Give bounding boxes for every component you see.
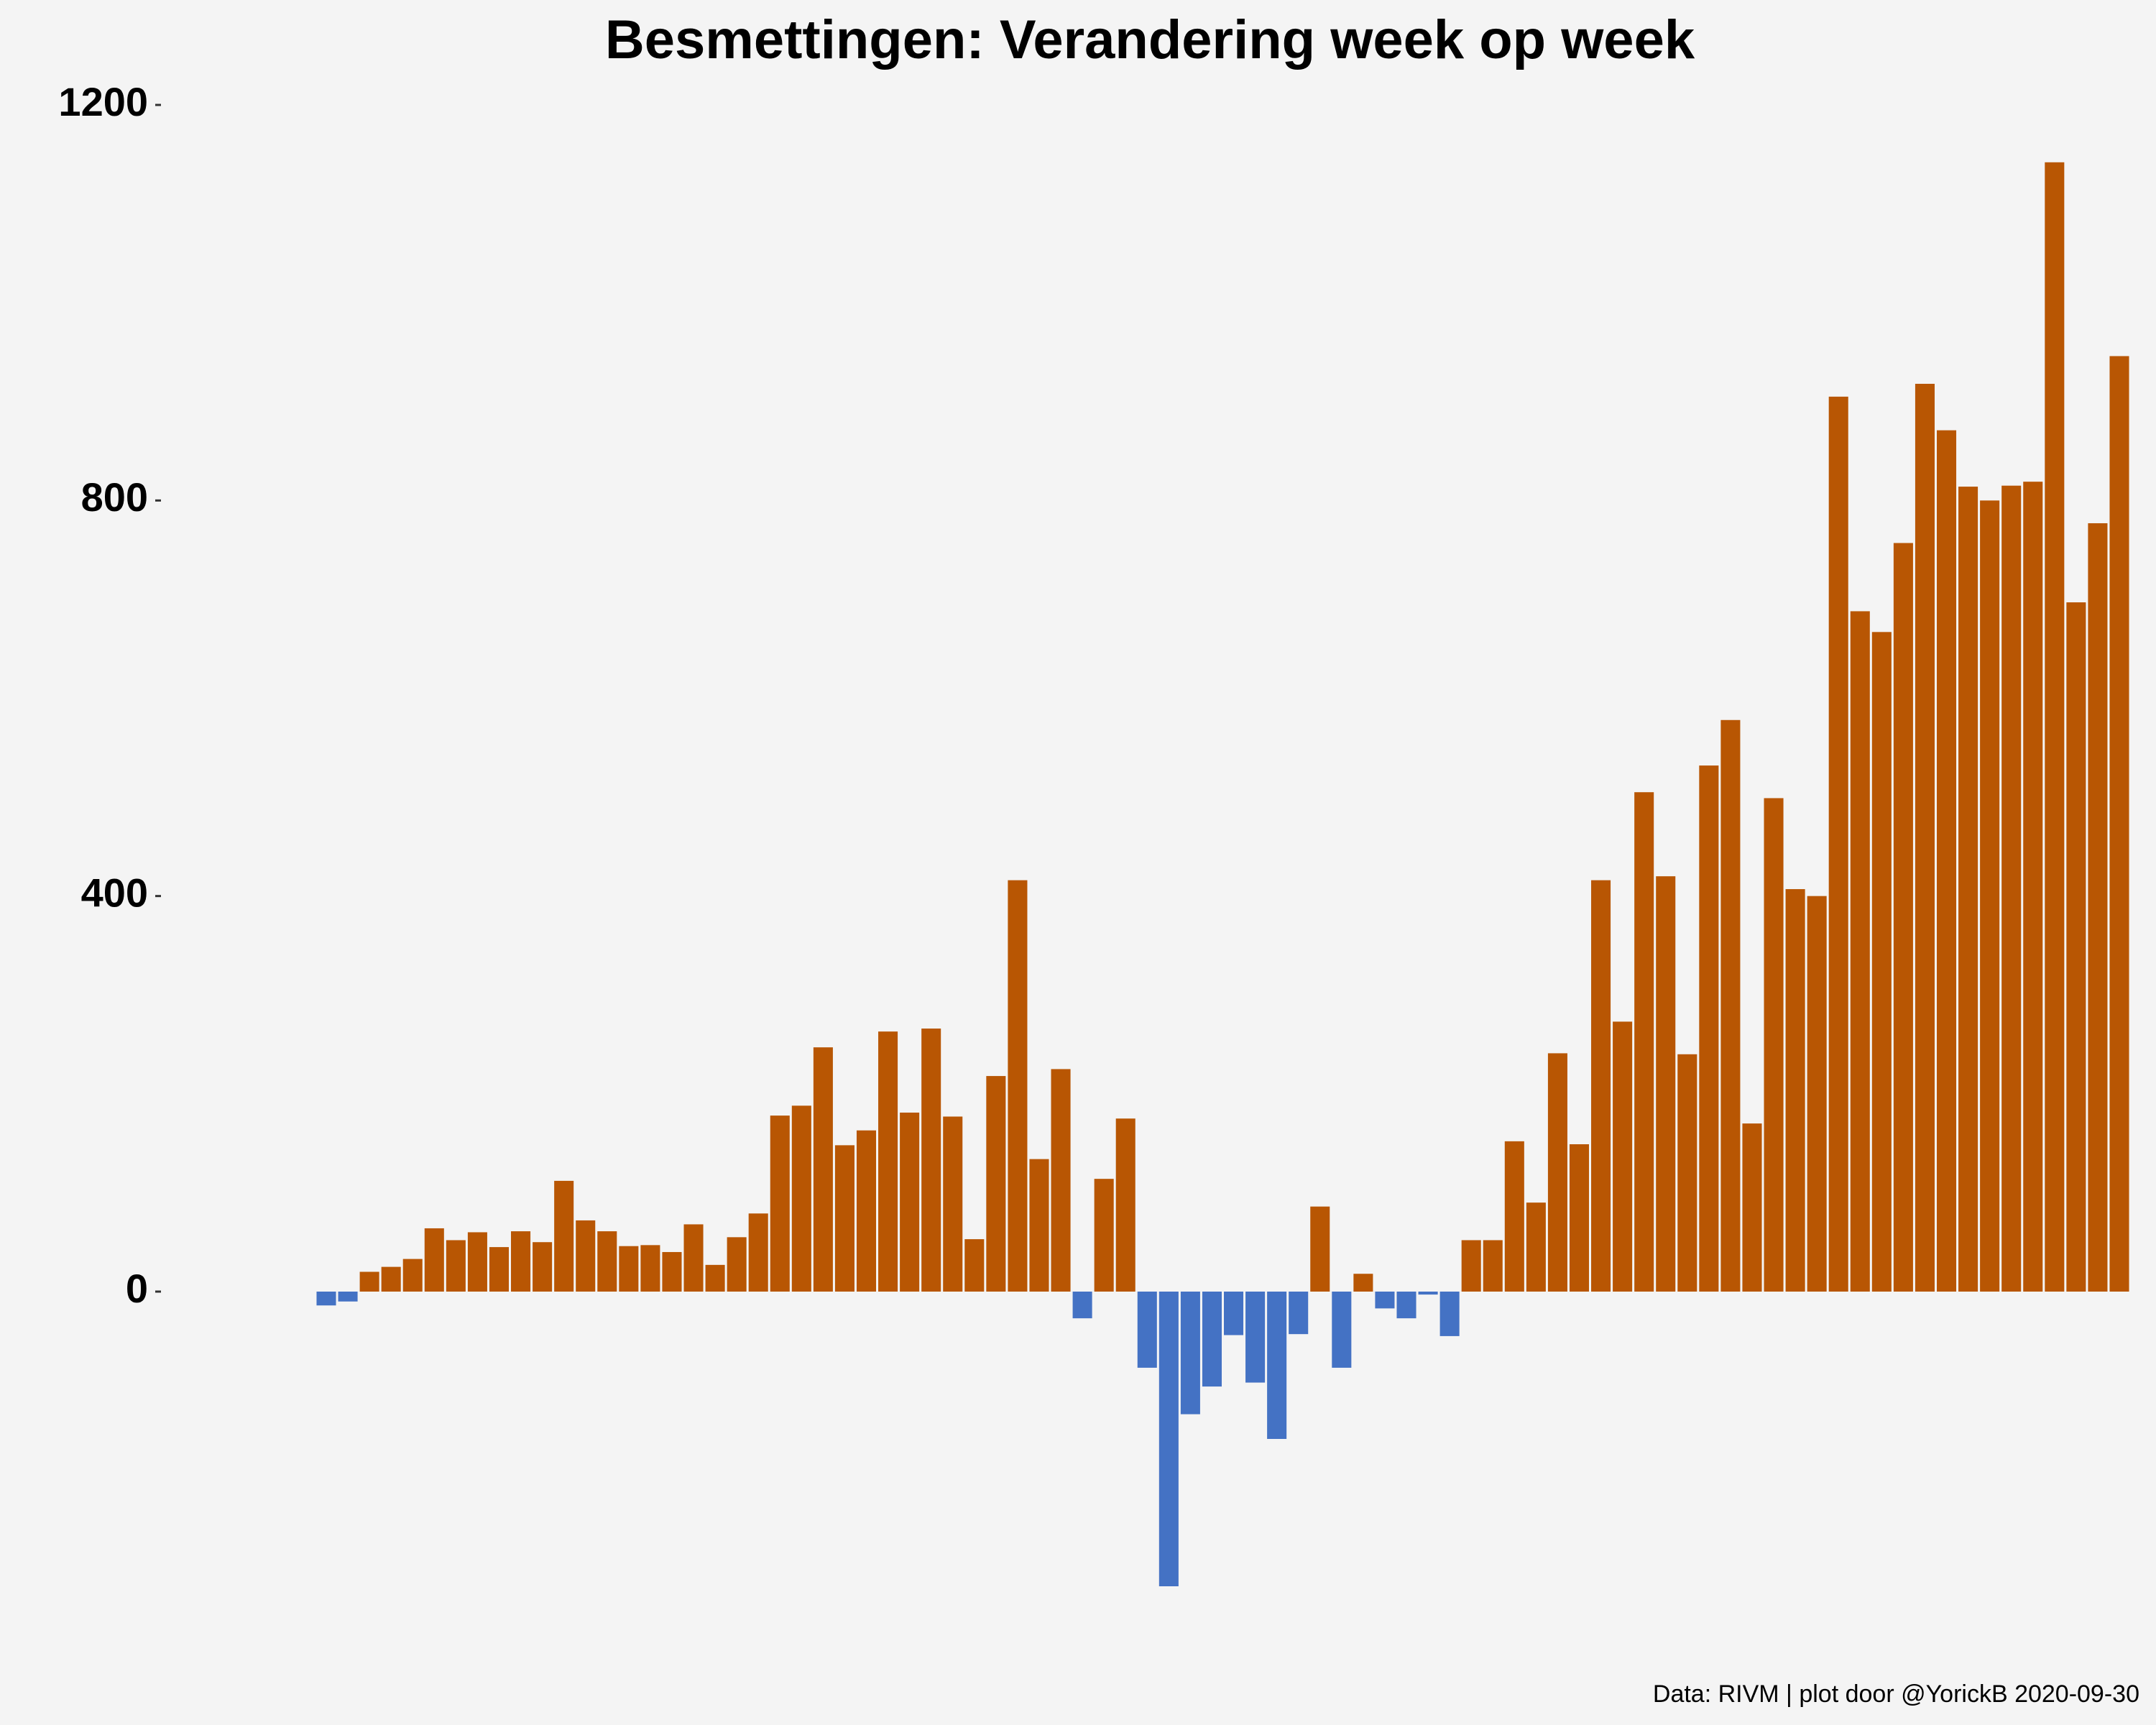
bar: [1613, 1021, 1633, 1292]
bar: [1980, 500, 2000, 1292]
bar: [1180, 1292, 1200, 1414]
bar: [338, 1292, 358, 1302]
bar: [1483, 1240, 1503, 1292]
bar: [2066, 602, 2086, 1292]
chart-title: Besmettingen: Verandering week op week: [604, 9, 1695, 70]
bar: [1764, 798, 1784, 1292]
bar: [402, 1259, 423, 1292]
bar: [1871, 632, 1892, 1292]
bar: [748, 1213, 768, 1292]
bar: [640, 1245, 660, 1292]
bar: [856, 1130, 877, 1292]
bar: [446, 1240, 466, 1292]
bar: [1202, 1292, 1222, 1387]
bar: [2001, 485, 2022, 1292]
bar: [1591, 880, 1611, 1292]
bar: [1936, 430, 1957, 1292]
bar: [1677, 1054, 1697, 1292]
bar: [424, 1228, 444, 1292]
bar: [1375, 1292, 1395, 1309]
bar: [1094, 1179, 1114, 1292]
bar: [1137, 1292, 1157, 1368]
bar: [1569, 1144, 1590, 1292]
bar: [878, 1031, 898, 1292]
bar: [467, 1232, 487, 1292]
bar: [359, 1271, 379, 1292]
bar: [1958, 487, 1978, 1292]
bar: [511, 1231, 531, 1292]
y-tick-label: 400: [81, 870, 148, 915]
bar: [1267, 1292, 1287, 1439]
bar: [1461, 1240, 1481, 1292]
bar: [1915, 383, 1935, 1292]
bar: [597, 1231, 617, 1292]
y-tick-label: 1200: [58, 79, 148, 124]
bar: [1720, 719, 1741, 1292]
bar: [1699, 765, 1719, 1292]
bar: [705, 1264, 725, 1292]
bar: [964, 1239, 985, 1292]
bar: [1785, 889, 1805, 1292]
bar: [1245, 1292, 1266, 1383]
bar: [921, 1029, 941, 1292]
bar: [2088, 523, 2108, 1292]
bar: [381, 1266, 401, 1292]
bar: [2045, 162, 2065, 1292]
bar: [1158, 1292, 1179, 1586]
bar: [683, 1224, 704, 1292]
bar: [1051, 1069, 1071, 1292]
bar: [986, 1076, 1006, 1292]
y-axis: 0 400 800 1200: [58, 79, 161, 1311]
y-tick-label: 0: [126, 1266, 148, 1311]
bar: [1289, 1292, 1309, 1335]
bar: [1224, 1292, 1244, 1335]
bar: [813, 1047, 833, 1292]
bar: [1439, 1292, 1460, 1336]
bar: [1115, 1118, 1135, 1292]
bar: [1332, 1292, 1352, 1368]
bar: [770, 1116, 790, 1292]
bar: [900, 1112, 920, 1292]
bars: [316, 162, 2129, 1586]
bar: [1310, 1206, 1330, 1292]
bar: [1029, 1159, 1049, 1292]
chart-caption: Data: RIVM | plot door @YorickB 2020-09-…: [1652, 1680, 2139, 1708]
bar: [1418, 1292, 1438, 1295]
bar: [489, 1247, 509, 1292]
bar: [1807, 896, 1827, 1292]
bar: [727, 1237, 747, 1292]
bar: [662, 1251, 682, 1292]
bar: [1504, 1141, 1524, 1292]
bar: [316, 1292, 336, 1306]
bar: [554, 1180, 574, 1292]
bar: [834, 1145, 854, 1292]
y-tick-label: 800: [81, 474, 148, 520]
bar: [1353, 1274, 1373, 1292]
bar: [533, 1242, 553, 1292]
bar: [619, 1246, 639, 1292]
bar: [943, 1116, 963, 1292]
bar: [576, 1220, 596, 1292]
bar: [1072, 1292, 1092, 1319]
bar: [1008, 880, 1028, 1292]
bar: [2023, 482, 2043, 1292]
bar: [1526, 1202, 1546, 1292]
bar: [1850, 611, 1870, 1292]
bar: [1893, 543, 1913, 1292]
bar: [1547, 1053, 1567, 1292]
bar: [1396, 1292, 1416, 1319]
bar: [1828, 396, 1848, 1292]
bar: [1634, 792, 1654, 1292]
bar: [791, 1105, 811, 1292]
bar: [1656, 876, 1676, 1292]
bar: [1742, 1123, 1762, 1292]
bar: [2109, 356, 2129, 1292]
